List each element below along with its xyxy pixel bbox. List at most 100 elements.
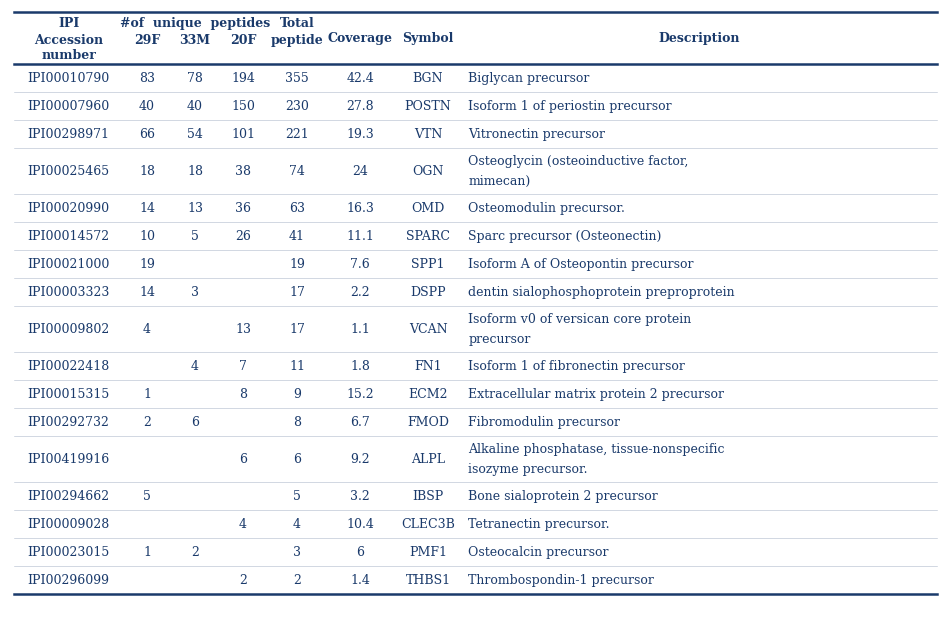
Text: 1.1: 1.1 xyxy=(350,323,370,336)
Text: 9: 9 xyxy=(293,388,301,401)
Text: 3: 3 xyxy=(191,286,199,299)
Text: IPI00021000: IPI00021000 xyxy=(28,258,110,271)
Text: 2: 2 xyxy=(239,574,247,587)
Text: ALPL: ALPL xyxy=(411,453,445,466)
Text: 40: 40 xyxy=(139,100,155,113)
Text: 355: 355 xyxy=(285,72,309,85)
Text: 38: 38 xyxy=(235,165,251,178)
Text: Accession: Accession xyxy=(34,35,104,48)
Text: 4: 4 xyxy=(239,518,247,531)
Text: Symbol: Symbol xyxy=(402,32,454,45)
Text: 6: 6 xyxy=(357,546,364,559)
Text: Osteocalcin precursor: Osteocalcin precursor xyxy=(468,546,609,559)
Text: IPI00003323: IPI00003323 xyxy=(28,286,110,299)
Text: IPI00007960: IPI00007960 xyxy=(28,100,109,113)
Text: Isoform v0 of versican core protein: Isoform v0 of versican core protein xyxy=(468,313,691,326)
Text: 6: 6 xyxy=(293,453,301,466)
Text: 8: 8 xyxy=(293,416,301,429)
Text: 63: 63 xyxy=(289,202,305,215)
Text: peptide: peptide xyxy=(271,35,323,48)
Text: VCAN: VCAN xyxy=(409,323,447,336)
Text: Vitronectin precursor: Vitronectin precursor xyxy=(468,128,605,141)
Text: OGN: OGN xyxy=(413,165,444,178)
Text: Description: Description xyxy=(659,32,741,45)
Text: Isoform 1 of fibronectin precursor: Isoform 1 of fibronectin precursor xyxy=(468,360,685,373)
Text: 1.8: 1.8 xyxy=(350,360,370,373)
Text: IPI00022418: IPI00022418 xyxy=(28,360,109,373)
Text: Alkaline phosphatase, tissue-nonspecific: Alkaline phosphatase, tissue-nonspecific xyxy=(468,443,725,456)
Text: Osteomodulin precursor.: Osteomodulin precursor. xyxy=(468,202,625,215)
Text: 13: 13 xyxy=(235,323,251,336)
Text: 18: 18 xyxy=(139,165,155,178)
Text: IPI00296099: IPI00296099 xyxy=(28,574,109,587)
Text: precursor: precursor xyxy=(468,333,531,346)
Text: IPI00009028: IPI00009028 xyxy=(28,518,109,531)
Text: Isoform 1 of periostin precursor: Isoform 1 of periostin precursor xyxy=(468,100,672,113)
Text: dentin sialophosphoprotein preproprotein: dentin sialophosphoprotein preproprotein xyxy=(468,286,735,299)
Text: IPI: IPI xyxy=(58,17,79,30)
Text: IPI00009802: IPI00009802 xyxy=(28,323,109,336)
Text: IPI00025465: IPI00025465 xyxy=(28,165,109,178)
Text: IPI00419916: IPI00419916 xyxy=(28,453,109,466)
Text: 14: 14 xyxy=(139,202,155,215)
Text: 29F: 29F xyxy=(134,35,160,48)
Text: IBSP: IBSP xyxy=(413,490,443,503)
Text: Coverage: Coverage xyxy=(328,32,393,45)
Text: Bone sialoprotein 2 precursor: Bone sialoprotein 2 precursor xyxy=(468,490,658,503)
Text: IPI00010790: IPI00010790 xyxy=(28,72,109,85)
Text: #of  unique  peptides: #of unique peptides xyxy=(120,17,270,30)
Text: SPP1: SPP1 xyxy=(411,258,445,271)
Text: Isoform A of Osteopontin precursor: Isoform A of Osteopontin precursor xyxy=(468,258,694,271)
Text: IPI00298971: IPI00298971 xyxy=(28,128,109,141)
Text: 54: 54 xyxy=(187,128,203,141)
Text: DSPP: DSPP xyxy=(410,286,446,299)
Text: 13: 13 xyxy=(187,202,204,215)
Text: 14: 14 xyxy=(139,286,155,299)
Text: IPI00020990: IPI00020990 xyxy=(28,202,109,215)
Text: 101: 101 xyxy=(231,128,255,141)
Text: 4: 4 xyxy=(191,360,199,373)
Text: 5: 5 xyxy=(293,490,301,503)
Text: 1: 1 xyxy=(143,546,151,559)
Text: 5: 5 xyxy=(144,490,151,503)
Text: Extracellular matrix protein 2 precursor: Extracellular matrix protein 2 precursor xyxy=(468,388,725,401)
Text: 230: 230 xyxy=(285,100,309,113)
Text: CLEC3B: CLEC3B xyxy=(401,518,455,531)
Text: 8: 8 xyxy=(239,388,247,401)
Text: 7: 7 xyxy=(239,360,247,373)
Text: 1.4: 1.4 xyxy=(350,574,370,587)
Text: 19.3: 19.3 xyxy=(346,128,374,141)
Text: IPI00015315: IPI00015315 xyxy=(28,388,109,401)
Text: 6: 6 xyxy=(191,416,199,429)
Text: FN1: FN1 xyxy=(415,360,442,373)
Text: 2: 2 xyxy=(191,546,199,559)
Text: 36: 36 xyxy=(235,202,251,215)
Text: 150: 150 xyxy=(231,100,255,113)
Text: ECM2: ECM2 xyxy=(408,388,448,401)
Text: 4: 4 xyxy=(143,323,151,336)
Text: 6.7: 6.7 xyxy=(350,416,370,429)
Text: 41: 41 xyxy=(289,230,305,243)
Text: 2: 2 xyxy=(144,416,151,429)
Text: 3: 3 xyxy=(293,546,301,559)
Text: 3.2: 3.2 xyxy=(350,490,370,503)
Text: 17: 17 xyxy=(289,286,305,299)
Text: 221: 221 xyxy=(285,128,309,141)
Text: IPI00014572: IPI00014572 xyxy=(28,230,109,243)
Text: Biglycan precursor: Biglycan precursor xyxy=(468,72,590,85)
Text: 66: 66 xyxy=(139,128,155,141)
Text: BGN: BGN xyxy=(413,72,443,85)
Text: PMF1: PMF1 xyxy=(409,546,447,559)
Text: mimecan): mimecan) xyxy=(468,175,531,188)
Text: 10: 10 xyxy=(139,230,155,243)
Text: isozyme precursor.: isozyme precursor. xyxy=(468,463,588,476)
Text: 24: 24 xyxy=(352,165,368,178)
Text: OMD: OMD xyxy=(411,202,445,215)
Text: 26: 26 xyxy=(235,230,251,243)
Text: IPI00023015: IPI00023015 xyxy=(28,546,109,559)
Text: 2.2: 2.2 xyxy=(350,286,370,299)
Text: IPI00294662: IPI00294662 xyxy=(28,490,109,503)
Text: 9.2: 9.2 xyxy=(350,453,370,466)
Text: 18: 18 xyxy=(187,165,204,178)
Text: 15.2: 15.2 xyxy=(346,388,374,401)
